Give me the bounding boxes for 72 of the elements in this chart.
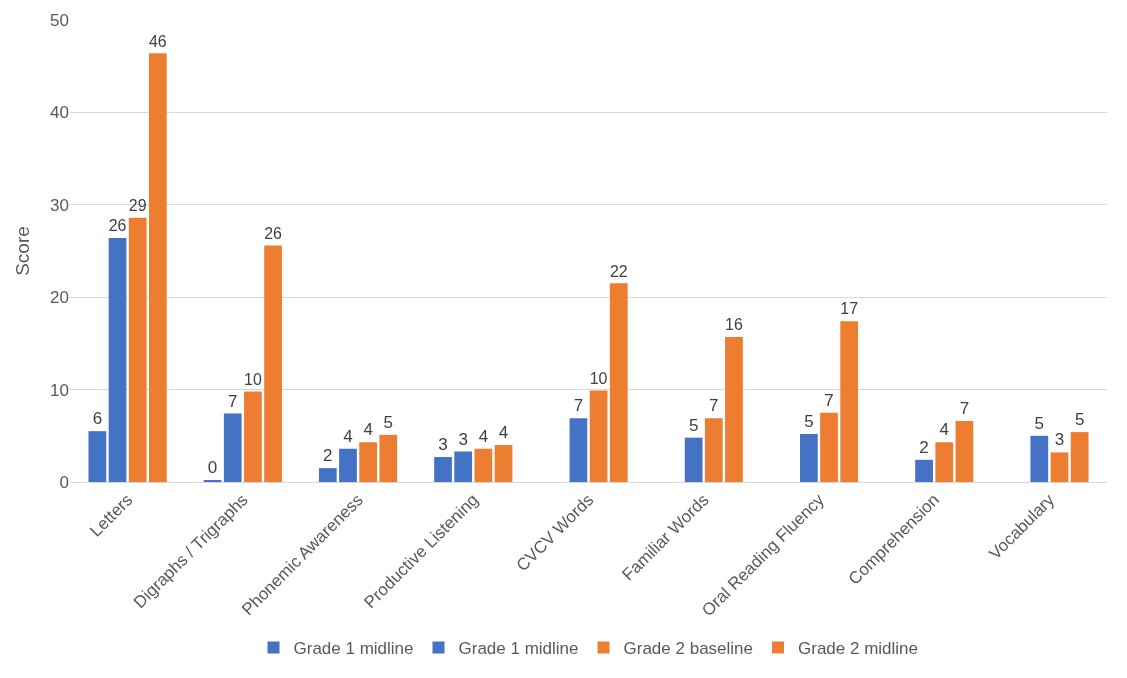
data-label: 5: [804, 411, 814, 431]
bar: [840, 321, 859, 482]
data-label: 10: [589, 369, 608, 387]
data-label: 7: [824, 390, 834, 410]
bar: [609, 283, 628, 482]
legend-label: Grade 2 midline: [798, 639, 919, 659]
bar: [935, 442, 954, 482]
legend-label: Grade 1 midline: [458, 639, 579, 659]
data-label: 17: [840, 300, 859, 318]
data-label: 4: [939, 420, 949, 440]
bar: [339, 448, 357, 482]
data-label: 4: [343, 426, 353, 446]
bar: [915, 459, 933, 482]
bar: [704, 418, 723, 482]
bar: [379, 434, 398, 482]
data-label: 10: [244, 370, 262, 388]
bar: [318, 468, 337, 482]
bar: [454, 451, 473, 482]
data-label: 26: [108, 217, 127, 235]
data-label: 6: [92, 409, 103, 429]
legend-label: Grade 1 midline: [293, 639, 414, 659]
data-label: 7: [228, 391, 238, 411]
data-label: 7: [709, 396, 719, 416]
data-label: 22: [609, 262, 628, 280]
bar: [264, 245, 282, 482]
bar: [684, 437, 703, 482]
data-label: 4: [363, 420, 373, 440]
data-label: 5: [688, 415, 699, 435]
data-label: 2: [919, 437, 929, 457]
y-tick-label: 20: [50, 288, 69, 308]
y-tick-label: 10: [50, 380, 69, 400]
bar: [569, 418, 588, 482]
bar: [223, 413, 242, 482]
bar: [725, 336, 743, 482]
bar: [359, 442, 378, 482]
bar: [1050, 452, 1069, 482]
y-tick-label: 50: [50, 10, 69, 30]
data-label: 3: [1054, 430, 1065, 450]
data-label: 7: [959, 399, 970, 419]
bar: [955, 421, 974, 482]
bar: [88, 431, 107, 482]
data-label: 5: [1034, 413, 1045, 433]
bar: [108, 238, 127, 482]
data-label: 7: [573, 396, 584, 416]
data-label: 3: [458, 429, 468, 449]
data-label: 26: [264, 224, 283, 242]
data-label: 2: [323, 446, 333, 466]
y-tick-label: 30: [50, 195, 69, 215]
data-label: 29: [128, 196, 147, 214]
data-label: 3: [438, 435, 448, 455]
data-label: 46: [148, 32, 167, 50]
data-label: 5: [383, 412, 394, 432]
data-label: 5: [1074, 410, 1085, 430]
bar: [148, 53, 167, 482]
bar: [494, 445, 513, 482]
y-tick-label: 0: [59, 472, 69, 492]
data-label: 16: [725, 316, 743, 334]
bar: [244, 391, 262, 482]
data-label: 4: [478, 426, 489, 446]
data-label: 4: [498, 423, 509, 443]
bar: [820, 412, 838, 482]
bar: [589, 390, 608, 482]
bar: [434, 457, 452, 482]
bar: [1070, 432, 1089, 482]
y-tick-label: 40: [50, 103, 69, 123]
legend-label: Grade 2 baseline: [623, 639, 754, 659]
data-label: 0: [207, 458, 218, 477]
y-axis-title: Score: [11, 226, 33, 276]
bar: [1030, 435, 1049, 482]
bar: [128, 217, 147, 482]
bar: [474, 448, 493, 482]
bar: [799, 433, 818, 482]
